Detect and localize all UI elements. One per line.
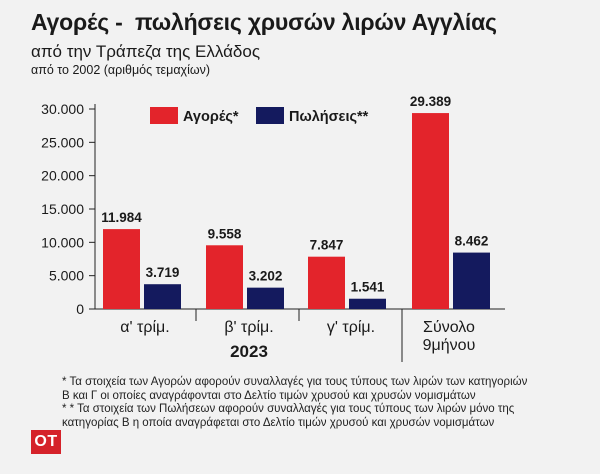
bar-value-label: 8.462 — [455, 234, 489, 249]
y-tick-label: 20.000 — [41, 168, 84, 184]
chart-unit-note: από το 2002 (αριθμός τεμαχίων) — [31, 63, 211, 77]
footnote-sales: * * Τα στοιχεία των Πωλήσεων αφορούν συν… — [62, 403, 515, 429]
bar-purchases — [103, 229, 140, 309]
y-tick-label: 25.000 — [41, 134, 84, 150]
x-category-label: Σύνολο — [423, 319, 475, 336]
legend-label: Αγορές* — [183, 109, 239, 125]
legend-swatch-purchases — [150, 107, 178, 124]
y-tick-label: 5.000 — [49, 268, 84, 284]
bar-purchases — [308, 256, 345, 309]
bar-sales — [144, 284, 181, 309]
chart-title: Αγορές - πωλήσεις χρυσών λιρών Αγγλίας — [31, 9, 497, 35]
y-tick-label: 30.000 — [41, 101, 84, 117]
y-tick-label: 10.000 — [41, 234, 84, 250]
footnotes: * Τα στοιχεία των Αγορών αφορούν συναλλα… — [62, 376, 532, 430]
bar-sales — [453, 252, 490, 309]
bar-value-label: 29.389 — [410, 94, 451, 109]
bar-value-label: 7.847 — [310, 238, 344, 253]
x-category-label: 9μήνου — [423, 337, 476, 354]
legend-swatch-sales — [256, 107, 284, 124]
footnote-purchases: * Τα στοιχεία των Αγορών αφορούν συναλλα… — [62, 376, 528, 402]
y-tick-label: 0 — [76, 301, 84, 317]
x-category-label: α' τρίμ. — [120, 319, 169, 336]
ot-logo: OT — [31, 430, 61, 454]
x-category-label: γ' τρίμ. — [327, 319, 375, 336]
bar-sales — [247, 287, 284, 309]
bar-value-label: 3.719 — [146, 265, 180, 280]
x-category-label: β' τρίμ. — [224, 319, 273, 336]
bar-value-label: 1.541 — [351, 280, 385, 295]
year-group-label: 2023 — [230, 342, 268, 361]
y-tick-label: 15.000 — [41, 201, 84, 217]
bar-sales — [349, 298, 386, 309]
chart-subtitle: από την Τράπεζα της Ελλάδος — [31, 42, 261, 61]
bar-purchases — [206, 245, 243, 309]
legend-label: Πωλήσεις** — [289, 109, 369, 125]
bar-value-label: 11.984 — [101, 210, 142, 225]
bar-purchases — [412, 113, 449, 309]
bar-value-label: 3.202 — [249, 269, 283, 284]
bar-value-label: 9.558 — [208, 226, 242, 241]
